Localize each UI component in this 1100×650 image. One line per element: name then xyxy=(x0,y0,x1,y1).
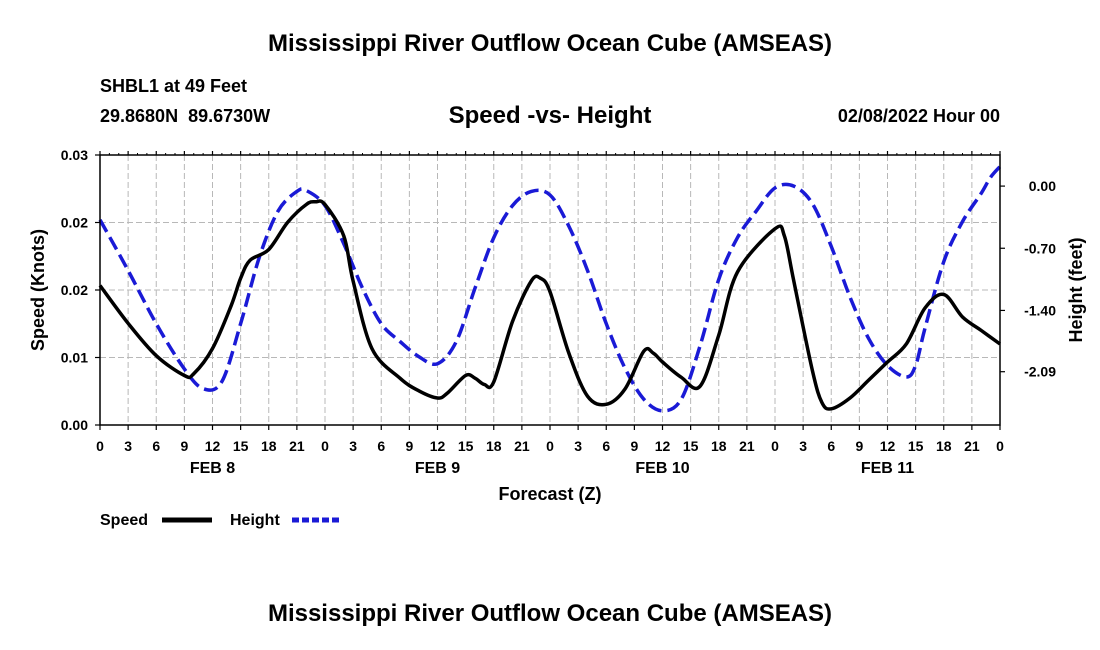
x-tick-label: 0 xyxy=(771,438,779,454)
legend-height-label: Height xyxy=(230,512,280,529)
y-tick-label: 0.01 xyxy=(61,350,88,366)
legend-speed-label: Speed xyxy=(100,512,148,529)
legend: Speed Height xyxy=(100,512,342,529)
x-tick-label: 3 xyxy=(799,438,807,454)
x-tick-label: 6 xyxy=(602,438,610,454)
station-label: SHBL1 at 49 Feet xyxy=(100,76,248,96)
x-tick-label: 18 xyxy=(486,438,502,454)
x-tick-label: 12 xyxy=(880,438,896,454)
datetime-label: 02/08/2022 Hour 00 xyxy=(837,106,1000,126)
x-tick-label: 21 xyxy=(964,438,980,454)
coordinates-label: 29.8680N 89.6730W xyxy=(100,106,271,126)
x-tick-label: 21 xyxy=(739,438,755,454)
page-title: Mississippi River Outflow Ocean Cube (AM… xyxy=(267,30,833,57)
x-tick-label: 9 xyxy=(405,438,413,454)
tick-labels: 0 3 6 9 12 15 18 21 0 3 6 9 12 15 18 21 0 3 6 9 12 15 18 21 0 3 6 9… xyxy=(61,147,1056,477)
series-layer xyxy=(98,165,1002,413)
ticks xyxy=(95,151,1005,430)
chart-title: Speed -vs- Height xyxy=(448,102,652,129)
y2-tick-label: -2.09 xyxy=(1024,364,1056,380)
x-tick-label: 15 xyxy=(908,438,924,454)
x-tick-label: 6 xyxy=(827,438,835,454)
x-tick-label: 0 xyxy=(321,438,329,454)
x-tick-label: 21 xyxy=(289,438,305,454)
x-tick-label: 9 xyxy=(855,438,863,454)
y-tick-label: 0.03 xyxy=(61,147,88,163)
x-tick-label: 15 xyxy=(683,438,699,454)
x-tick-label: 12 xyxy=(205,438,221,454)
x-axis-label: Forecast (Z) xyxy=(498,484,601,504)
x-tick-label: 12 xyxy=(430,438,446,454)
y2-tick-label: 0.00 xyxy=(1029,178,1056,194)
y-tick-label: 0.02 xyxy=(61,282,88,298)
x-tick-label: 9 xyxy=(180,438,188,454)
x-tick-label: 0 xyxy=(996,438,1004,454)
y-tick-label: 0.02 xyxy=(61,215,88,231)
x-tick-label: 18 xyxy=(711,438,727,454)
y-axis-label: Speed (Knots) xyxy=(28,229,48,351)
day-label: FEB 10 xyxy=(635,460,689,477)
x-tick-label: 18 xyxy=(261,438,277,454)
x-tick-label: 12 xyxy=(655,438,671,454)
y2-tick-label: -0.70 xyxy=(1024,240,1056,256)
day-label: FEB 8 xyxy=(190,460,235,477)
x-tick-label: 6 xyxy=(377,438,385,454)
x-tick-label: 18 xyxy=(936,438,952,454)
footer-title: Mississippi River Outflow Ocean Cube (AM… xyxy=(267,600,833,627)
series-line-height xyxy=(98,165,1002,413)
x-tick-label: 3 xyxy=(124,438,132,454)
y-tick-label: 0.00 xyxy=(61,417,88,433)
x-tick-label: 9 xyxy=(630,438,638,454)
x-tick-label: 6 xyxy=(152,438,160,454)
series-line-speed xyxy=(98,199,1002,411)
x-tick-label: 3 xyxy=(574,438,582,454)
x-tick-label: 0 xyxy=(546,438,554,454)
x-tick-label: 15 xyxy=(233,438,249,454)
x-tick-label: 15 xyxy=(458,438,474,454)
day-label: FEB 9 xyxy=(415,460,460,477)
x-tick-label: 3 xyxy=(349,438,357,454)
y2-axis-label: Height (feet) xyxy=(1066,238,1086,343)
x-tick-label: 0 xyxy=(96,438,104,454)
day-label: FEB 11 xyxy=(861,460,914,477)
x-tick-label: 21 xyxy=(514,438,530,454)
y2-tick-label: -1.40 xyxy=(1024,302,1056,318)
grid xyxy=(100,155,1000,425)
